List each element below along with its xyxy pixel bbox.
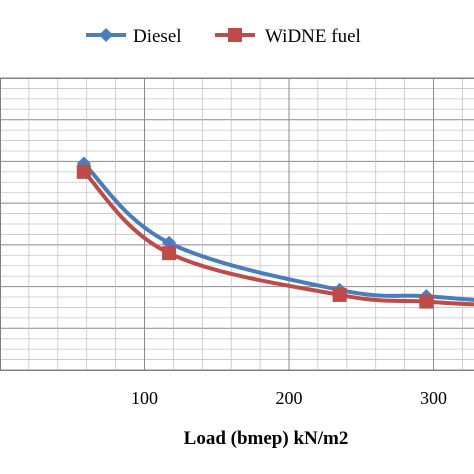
legend-item-diesel: Diesel: [86, 26, 182, 47]
x-axis-ticks: 100 200 300: [131, 388, 447, 408]
x-axis-title: Load (bmep) kN/m2: [184, 428, 349, 449]
data-point: [162, 246, 176, 260]
data-point: [333, 288, 347, 302]
gridlines: [0, 78, 474, 370]
legend-label: WiDNE fuel: [265, 26, 361, 47]
legend-item-widne-fuel: WiDNE fuel: [215, 26, 361, 47]
x-tick-label: 200: [276, 388, 303, 408]
legend-swatch-marker: [99, 28, 113, 42]
data-point: [419, 295, 433, 309]
plot-border: [1, 79, 474, 371]
legend: Diesel WiDNE fuel: [86, 26, 361, 47]
series-line: [84, 164, 474, 302]
series-line: [84, 172, 474, 305]
x-tick-label: 300: [420, 388, 447, 408]
plot-area: [1, 79, 474, 371]
legend-swatch-marker: [228, 28, 242, 42]
legend-label: Diesel: [133, 26, 182, 47]
data-point: [77, 165, 91, 179]
x-tick-label: 100: [131, 388, 158, 408]
series-widne-fuel: [77, 165, 474, 312]
